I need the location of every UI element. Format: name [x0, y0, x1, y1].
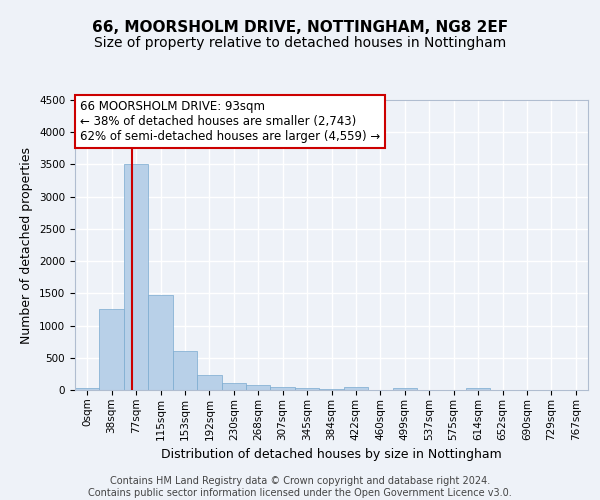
- Bar: [75, 388, 100, 390]
- Bar: [466, 388, 490, 390]
- Bar: [148, 294, 173, 390]
- Text: 66, MOORSHOLM DRIVE, NOTTINGHAM, NG8 2EF: 66, MOORSHOLM DRIVE, NOTTINGHAM, NG8 2EF: [92, 20, 508, 35]
- Bar: [173, 352, 197, 390]
- Text: Size of property relative to detached houses in Nottingham: Size of property relative to detached ho…: [94, 36, 506, 50]
- Bar: [344, 387, 368, 390]
- Bar: [124, 164, 148, 390]
- Bar: [100, 310, 124, 390]
- Bar: [221, 383, 246, 390]
- X-axis label: Distribution of detached houses by size in Nottingham: Distribution of detached houses by size …: [161, 448, 502, 461]
- Bar: [392, 388, 417, 390]
- Bar: [246, 385, 271, 390]
- Bar: [295, 388, 319, 390]
- Text: 66 MOORSHOLM DRIVE: 93sqm
← 38% of detached houses are smaller (2,743)
62% of se: 66 MOORSHOLM DRIVE: 93sqm ← 38% of detac…: [80, 100, 380, 143]
- Text: Contains HM Land Registry data © Crown copyright and database right 2024.
Contai: Contains HM Land Registry data © Crown c…: [88, 476, 512, 498]
- Bar: [197, 375, 221, 390]
- Bar: [271, 388, 295, 390]
- Y-axis label: Number of detached properties: Number of detached properties: [20, 146, 34, 344]
- Bar: [319, 389, 344, 390]
